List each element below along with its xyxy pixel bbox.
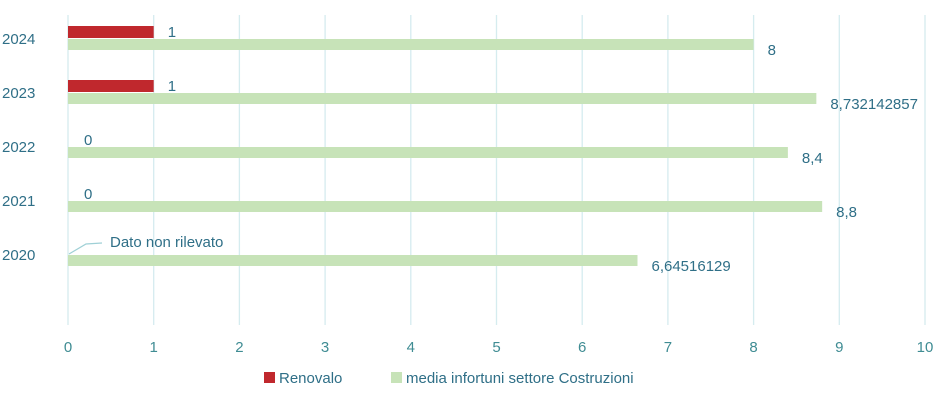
data-label-media-infortuni-settore-costruzioni-2020: 6,64516129 (651, 258, 730, 275)
data-label-media-infortuni-settore-costruzioni-2021: 8,8 (836, 204, 857, 221)
bars (68, 26, 823, 266)
data-labels: 1 8 1 8,732142857 0 8,4 0 8,8 6,64516129 (84, 24, 918, 275)
x-tick-label-7: 7 (664, 339, 672, 356)
data-label-media-infortuni-settore-costruzioni-2024: 8 (768, 42, 776, 59)
legend-swatch-media-infortuni-settore-costruzioni (391, 372, 402, 383)
bar-renovalo-2024 (68, 26, 154, 38)
data-label-renovalo-2023: 1 (168, 78, 176, 95)
y-category-label-2024: 2024 (2, 31, 35, 48)
legend: Renovalo media infortuni settore Costruzi… (264, 370, 634, 387)
y-category-label-2021: 2021 (2, 193, 35, 210)
data-label-renovalo-2022: 0 (84, 132, 92, 149)
legend-label-media-infortuni-settore-costruzioni: media infortuni settore Costruzioni (406, 370, 634, 387)
x-tick-label-2: 2 (235, 339, 243, 356)
y-category-label-2022: 2022 (2, 139, 35, 156)
x-tick-label-4: 4 (407, 339, 415, 356)
annotation-leader-line (68, 242, 103, 255)
data-label-media-infortuni-settore-costruzioni-2022: 8,4 (802, 150, 823, 167)
data-label-renovalo-2024: 1 (168, 24, 176, 41)
bar-media-infortuni-settore-costruzioni-2022 (68, 147, 788, 158)
bar-media-infortuni-settore-costruzioni-2023 (68, 93, 817, 104)
x-tick-label-5: 5 (492, 339, 500, 356)
annotation: Dato non rilevato (68, 234, 223, 255)
x-tick-label-10: 10 (917, 339, 934, 356)
x-tick-label-6: 6 (578, 339, 586, 356)
bar-media-infortuni-settore-costruzioni-2024 (68, 39, 754, 50)
bar-media-infortuni-settore-costruzioni-2020 (68, 255, 638, 266)
data-label-renovalo-2021: 0 (84, 186, 92, 203)
y-category-label-2023: 2023 (2, 85, 35, 102)
x-tick-label-0: 0 (64, 339, 72, 356)
legend-swatch-renovalo (264, 372, 275, 383)
bar-renovalo-2023 (68, 80, 154, 92)
x-tick-label-8: 8 (749, 339, 757, 356)
y-category-label-2020: 2020 (2, 247, 35, 264)
legend-label-renovalo: Renovalo (279, 370, 342, 387)
grid (67, 15, 926, 325)
x-tick-label-1: 1 (150, 339, 158, 356)
data-label-media-infortuni-settore-costruzioni-2023: 8,732142857 (830, 96, 918, 113)
x-tick-label-3: 3 (321, 339, 329, 356)
annotation-text: Dato non rilevato (110, 234, 223, 251)
bar-media-infortuni-settore-costruzioni-2021 (68, 201, 823, 212)
x-tick-label-9: 9 (835, 339, 843, 356)
